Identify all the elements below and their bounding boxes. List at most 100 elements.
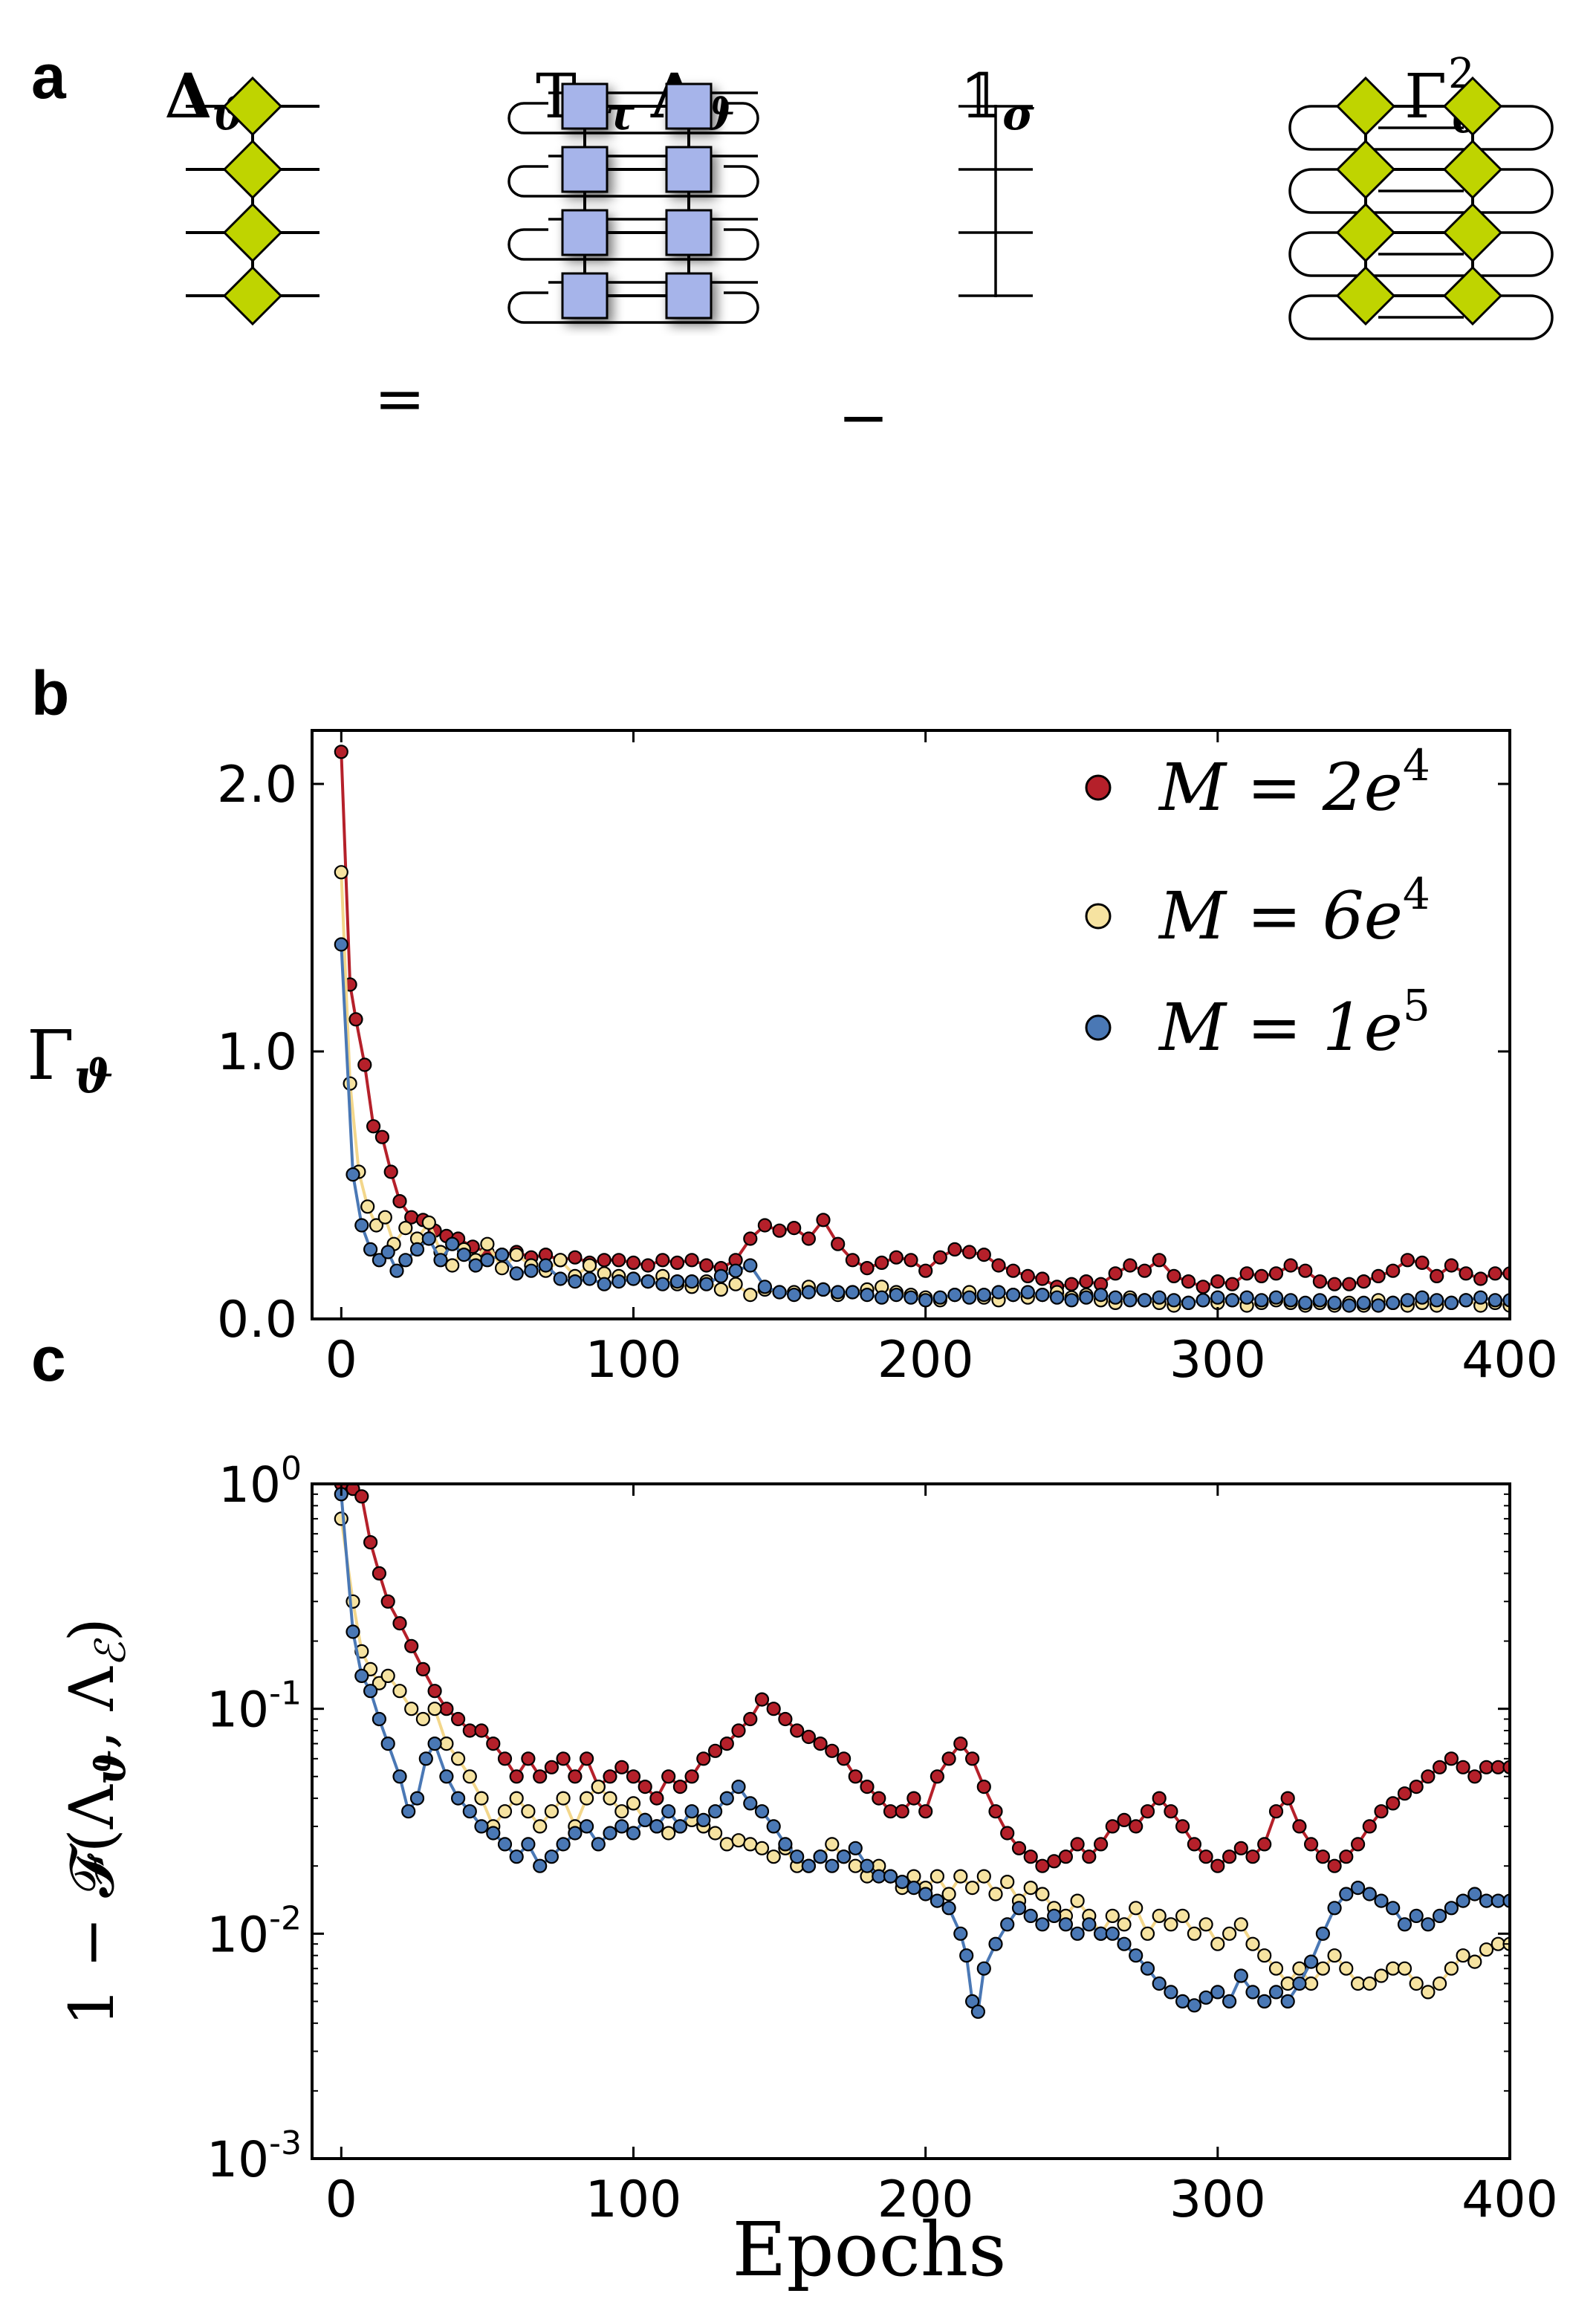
point-yellow-86 bbox=[1327, 1948, 1342, 1963]
point-blue-11 bbox=[445, 1236, 460, 1251]
point-red-25 bbox=[640, 1258, 655, 1273]
point-yellow-11 bbox=[450, 1751, 466, 1766]
point-red-90 bbox=[1374, 1804, 1389, 1819]
point-red-26 bbox=[626, 1769, 641, 1784]
point-yellow-4 bbox=[369, 1218, 384, 1233]
point-red-36 bbox=[801, 1231, 817, 1246]
point-red-60 bbox=[1152, 1253, 1167, 1268]
point-yellow-19 bbox=[544, 1804, 559, 1819]
point-red-34 bbox=[772, 1223, 787, 1238]
point-blue-56 bbox=[1093, 1287, 1109, 1303]
point-yellow-5 bbox=[377, 1210, 392, 1225]
point-red-79 bbox=[1245, 1849, 1260, 1864]
point-red-65 bbox=[1082, 1849, 1097, 1864]
ytick-label-2: 10-2 bbox=[207, 1899, 302, 1963]
point-blue-19 bbox=[533, 1858, 548, 1873]
point-blue-42 bbox=[889, 1287, 904, 1303]
point-blue-9 bbox=[421, 1231, 436, 1246]
point-red-83 bbox=[1292, 1819, 1307, 1834]
point-red-42 bbox=[889, 1250, 904, 1265]
panel-c-ylabel: 1 − 𝓕(Λϑ, Λℰ) bbox=[57, 1618, 135, 2026]
point-blue-15 bbox=[494, 1247, 510, 1262]
point-blue-83 bbox=[1257, 1994, 1272, 2008]
point-red-47 bbox=[961, 1245, 977, 1259]
point-red-42 bbox=[813, 1737, 828, 1751]
point-blue-27 bbox=[626, 1826, 641, 1841]
point-blue-6 bbox=[392, 1769, 407, 1784]
delta-tensor-0 bbox=[222, 76, 283, 137]
point-blue-78 bbox=[1415, 1290, 1430, 1305]
point-red-5 bbox=[380, 1594, 395, 1609]
point-red-28 bbox=[649, 1791, 664, 1806]
panel-c-letter: c bbox=[31, 1324, 66, 1394]
point-blue-7 bbox=[398, 1253, 413, 1268]
point-red-30 bbox=[672, 1780, 688, 1794]
point-yellow-89 bbox=[1362, 1976, 1377, 1991]
point-blue-54 bbox=[941, 1901, 956, 1916]
point-blue-41 bbox=[875, 1290, 889, 1305]
point-red-101 bbox=[1502, 1760, 1510, 1774]
point-blue-52 bbox=[918, 1887, 933, 1901]
point-red-46 bbox=[947, 1242, 962, 1257]
point-red-48 bbox=[976, 1247, 991, 1262]
point-red-63 bbox=[1058, 1849, 1074, 1864]
point-blue-84 bbox=[1502, 1293, 1510, 1308]
point-yellow-18 bbox=[533, 1819, 548, 1834]
point-blue-63 bbox=[1023, 1908, 1038, 1923]
ytick-label-1: 1.0 bbox=[217, 1023, 297, 1082]
point-blue-70 bbox=[1105, 1926, 1120, 1941]
point-yellow-84 bbox=[1303, 1976, 1319, 1991]
point-yellow-15 bbox=[497, 1804, 513, 1819]
point-yellow-0 bbox=[334, 1511, 348, 1526]
point-yellow-72 bbox=[1164, 1917, 1178, 1932]
point-yellow-0 bbox=[334, 865, 348, 880]
point-yellow-16 bbox=[509, 1791, 524, 1806]
point-red-48 bbox=[883, 1804, 898, 1819]
point-red-44 bbox=[836, 1751, 851, 1766]
point-red-7 bbox=[404, 1638, 419, 1653]
point-blue-68 bbox=[1082, 1917, 1097, 1932]
point-red-76 bbox=[1210, 1858, 1225, 1873]
point-blue-71 bbox=[1312, 1293, 1328, 1308]
point-yellow-52 bbox=[930, 1869, 945, 1884]
point-blue-47 bbox=[961, 1290, 977, 1305]
point-blue-63 bbox=[1196, 1293, 1210, 1308]
point-yellow-87 bbox=[1339, 1961, 1354, 1976]
point-red-10 bbox=[439, 1702, 454, 1716]
point-blue-55 bbox=[953, 1926, 968, 1941]
point-red-68 bbox=[1268, 1266, 1284, 1281]
point-blue-60 bbox=[1152, 1290, 1167, 1305]
point-red-40 bbox=[790, 1723, 805, 1738]
point-red-74 bbox=[1356, 1274, 1372, 1289]
point-yellow-94 bbox=[1421, 1985, 1436, 2000]
point-blue-25 bbox=[603, 1826, 617, 1841]
gamma-tensor-left-3 bbox=[1335, 265, 1396, 326]
point-yellow-12 bbox=[462, 1769, 477, 1784]
point-yellow-16 bbox=[509, 1247, 524, 1262]
point-red-68 bbox=[1117, 1812, 1132, 1827]
point-blue-22 bbox=[597, 1277, 612, 1291]
point-blue-44 bbox=[825, 1858, 840, 1873]
point-blue-66 bbox=[1239, 1290, 1254, 1305]
point-blue-45 bbox=[932, 1290, 947, 1305]
point-blue-32 bbox=[684, 1804, 699, 1819]
point-yellow-37 bbox=[754, 1841, 770, 1855]
point-red-70 bbox=[1298, 1263, 1313, 1278]
point-red-49 bbox=[991, 1258, 1006, 1273]
point-blue-1 bbox=[346, 1624, 360, 1639]
point-yellow-38 bbox=[766, 1849, 781, 1864]
gamma-tensor-right-0 bbox=[1442, 76, 1503, 137]
point-yellow-53 bbox=[941, 1887, 956, 1901]
point-blue-13 bbox=[462, 1804, 477, 1819]
trace-loop-1 bbox=[507, 165, 759, 198]
ytick-label-1: 10-1 bbox=[207, 1675, 302, 1739]
point-red-11 bbox=[450, 1711, 466, 1727]
point-blue-49 bbox=[991, 1285, 1006, 1300]
xtick-label-3: 300 bbox=[1170, 1331, 1266, 1390]
point-blue-81 bbox=[1233, 1968, 1248, 1983]
point-blue-51 bbox=[1020, 1285, 1035, 1300]
point-blue-91 bbox=[1350, 1881, 1366, 1896]
trace-loop-3 bbox=[507, 291, 759, 324]
point-yellow-58 bbox=[1000, 1875, 1015, 1890]
point-yellow-93 bbox=[1409, 1976, 1424, 1991]
